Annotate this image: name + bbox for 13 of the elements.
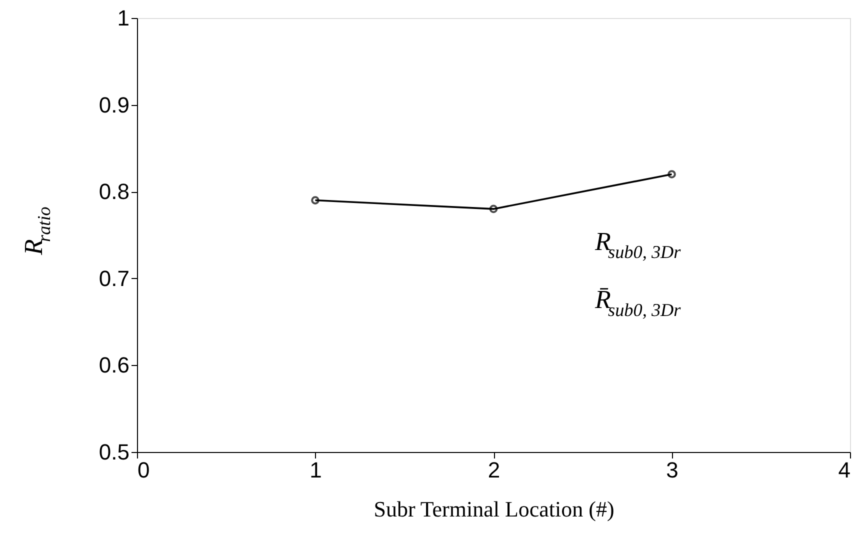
y-tick-label: 0.8 [98,179,130,204]
x-tick-label: 1 [310,458,322,482]
y-tick-label: 1 [117,6,130,30]
y-axis-title: Rratio [19,206,54,256]
y-tick-label: 0.5 [98,440,130,464]
x-tick-label: 0 [138,458,150,482]
y-tick-label: 0.7 [98,266,130,291]
x-tick-label: 3 [666,458,678,482]
x-tick-label: 2 [488,458,500,482]
x-tick-label: 4 [838,458,850,482]
y-tick-label: 0.6 [98,352,130,378]
y-tick-label: 0.9 [98,92,130,118]
x-axis-title: Subr Terminal Location (#) [374,496,614,522]
